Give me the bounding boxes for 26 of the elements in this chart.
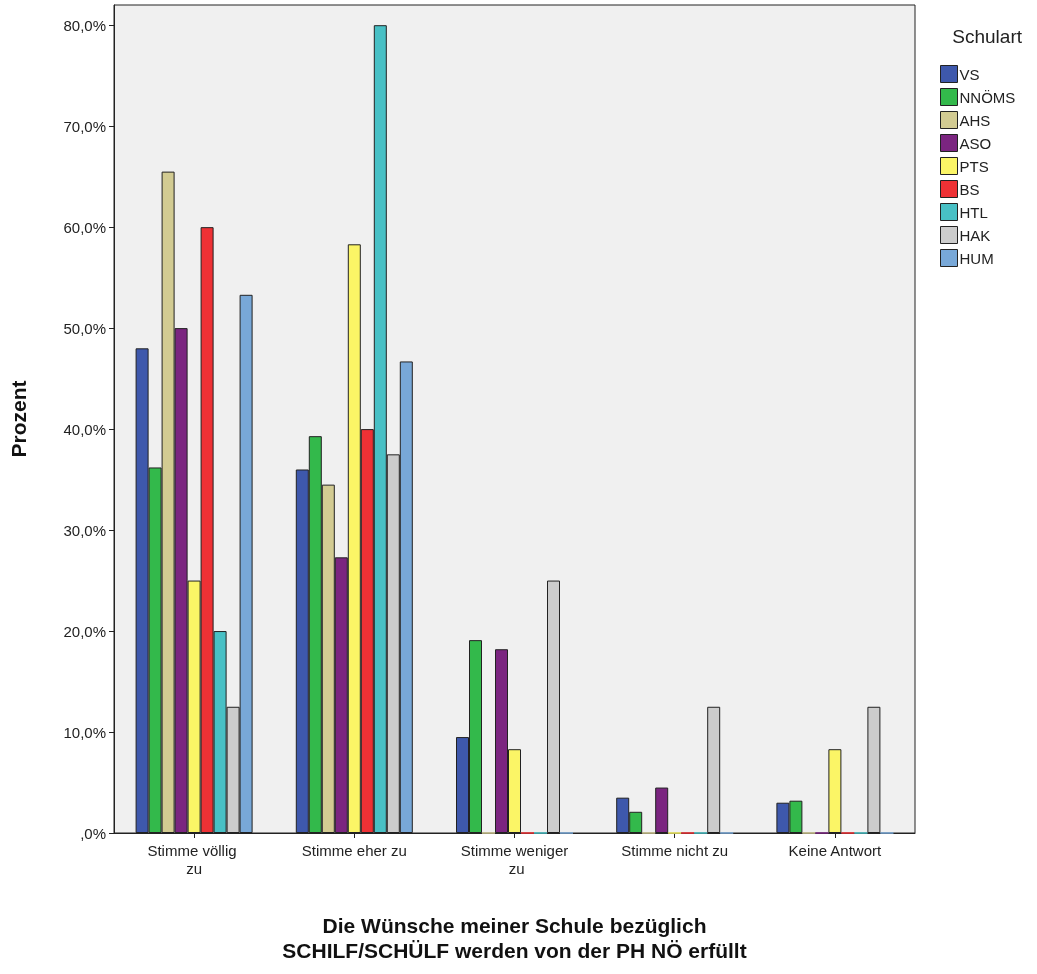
y-tick-label: 20,0% — [63, 622, 106, 640]
x-tick-label: Stimme weniger zu — [460, 841, 569, 877]
y-tick-label: 40,0% — [63, 420, 106, 438]
legend-label: HTL — [959, 203, 988, 221]
y-tick-label: 70,0% — [63, 117, 106, 135]
legend-label: HAK — [959, 226, 991, 244]
y-tick-label: 50,0% — [63, 319, 106, 337]
x-tick-label: Stimme eher zu — [301, 841, 407, 859]
y-tick-label: 80,0% — [63, 16, 106, 34]
y-tick-label: 10,0% — [63, 723, 106, 741]
x-axis-title: Die Wünsche meiner Schule bezüglich SCHILF/SCHÜLF werden von der PH NÖ erfüllt — [282, 914, 747, 962]
y-tick-label: 30,0% — [63, 521, 106, 539]
y-tick-label: ,0% — [80, 824, 106, 842]
y-axis-title: Prozent — [7, 380, 30, 458]
legend-label: PTS — [959, 157, 989, 175]
x-tick-label: Keine Antwort — [788, 841, 883, 859]
x-tick-label: Stimme völlig zu — [147, 841, 241, 877]
legend-label: HUM — [959, 249, 994, 267]
legend-title: Schulart — [952, 26, 1023, 47]
y-tick-label: 60,0% — [63, 218, 106, 236]
x-tick-label: Stimme nicht zu — [621, 841, 729, 859]
legend-label: NNÖMS — [959, 88, 1016, 106]
legend-label: BS — [959, 180, 980, 198]
legend-label: ASO — [959, 134, 992, 152]
legend-label: VS — [959, 65, 980, 83]
legend-label: AHS — [959, 111, 991, 129]
